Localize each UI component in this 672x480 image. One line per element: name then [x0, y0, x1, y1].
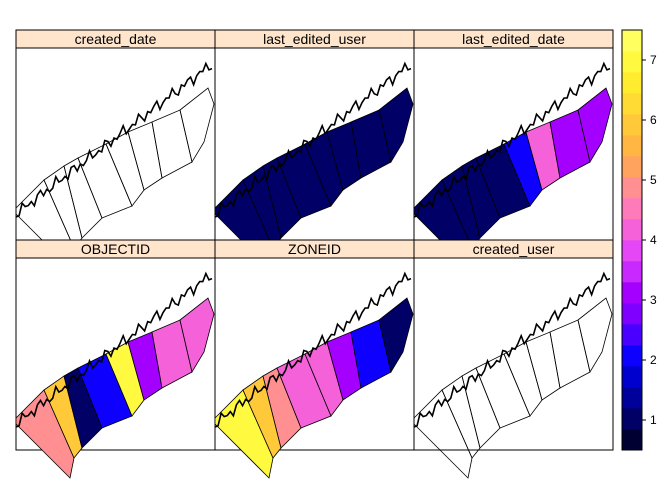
panel: last_edited_date [413, 29, 614, 269]
coastline [413, 61, 611, 218]
zone-polygon [378, 87, 414, 164]
coastline [15, 271, 213, 428]
key-tick-label: 4 [650, 233, 657, 247]
key-tick-label: 2 [650, 353, 657, 367]
panel-title: OBJECTID [81, 241, 150, 257]
panel: created_user [413, 239, 614, 479]
zone-polygon [179, 87, 215, 164]
zone-polygon [378, 297, 414, 374]
coastline [214, 271, 412, 428]
key-band [622, 261, 642, 283]
key-band [622, 156, 642, 178]
panel-title: ZONEID [288, 241, 341, 257]
key-tick-label: 1 [650, 413, 657, 427]
key-band [622, 219, 642, 241]
panel-title: last_edited_user [263, 31, 366, 47]
panel: OBJECTID [15, 239, 216, 479]
coastline [15, 61, 213, 218]
color-key: 1 2 3 4 5 6 7 [621, 29, 657, 451]
key-band [622, 429, 642, 451]
key-band [622, 345, 642, 367]
map-area [15, 271, 215, 479]
key-band [622, 72, 642, 94]
key-band [622, 51, 642, 73]
key-tick-label: 3 [650, 293, 657, 307]
panel-body [413, 257, 614, 451]
key-tick-label: 5 [650, 173, 657, 187]
key-band [622, 303, 642, 325]
key-band [622, 177, 642, 199]
panel-title: created_date [75, 31, 157, 47]
map-area [15, 61, 215, 269]
map-area [413, 271, 613, 479]
key-band [622, 282, 642, 304]
key-tick-label: 6 [650, 113, 657, 127]
key-band [622, 135, 642, 157]
panel: last_edited_user [214, 29, 415, 269]
panel-grid: created_date last_edited_user last_edited_… [15, 29, 614, 479]
map-area [214, 271, 414, 479]
key-band [622, 387, 642, 409]
coastline [413, 271, 611, 428]
key-band [622, 408, 642, 430]
key-band [622, 93, 642, 115]
key-tick-label: 7 [650, 53, 657, 67]
key-band [622, 240, 642, 262]
panel: ZONEID [214, 239, 415, 479]
panel-body [15, 47, 216, 241]
zone-polygon [179, 297, 215, 374]
zone-polygon [577, 297, 613, 374]
key-band [622, 114, 642, 136]
panel-title: last_edited_date [462, 31, 565, 47]
panel-title: created_user [473, 241, 555, 257]
panel: created_date [15, 29, 216, 269]
coastline [214, 61, 412, 218]
zone-polygon [577, 87, 613, 164]
key-band [622, 324, 642, 346]
key-band [622, 366, 642, 388]
key-band [622, 198, 642, 220]
key-band [622, 30, 642, 52]
zone-polygon [413, 389, 473, 479]
